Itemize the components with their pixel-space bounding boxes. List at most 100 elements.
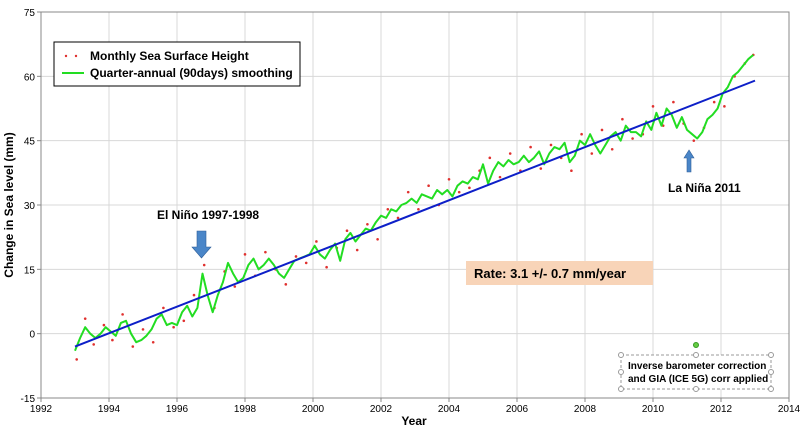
monthly-data-point — [427, 184, 430, 187]
monthly-data-point — [294, 255, 298, 258]
monthly-data-point — [539, 167, 543, 170]
legend: Monthly Sea Surface Height Quarter-annua… — [53, 41, 301, 87]
monthly-data-point — [192, 293, 196, 297]
y-axis: -15 0 15 30 45 60 75 — [21, 8, 41, 405]
note-handle — [693, 352, 699, 358]
x-tick-label: 2002 — [370, 404, 393, 415]
monthly-data-point — [631, 137, 634, 140]
monthly-data-point — [83, 317, 87, 320]
monthly-data-point — [75, 358, 78, 361]
monthly-data-point — [131, 345, 135, 348]
la-nina-label: La Niña 2011 — [668, 181, 741, 195]
x-tick-label: 2006 — [506, 404, 529, 415]
monthly-data-point — [121, 313, 124, 316]
el-nino-arrow-icon — [191, 230, 212, 259]
rate-box — [466, 261, 653, 285]
x-tick-label: 2004 — [438, 404, 461, 415]
note-rotate-handle — [693, 342, 699, 348]
y-tick-label: 75 — [24, 8, 36, 19]
y-tick-label: 45 — [24, 137, 36, 148]
legend-marker-monthly — [64, 54, 78, 58]
x-tick-label: 2012 — [710, 404, 733, 415]
monthly-data-point — [396, 216, 400, 220]
monthly-data-point — [488, 156, 492, 160]
monthly-data-point — [284, 283, 288, 286]
legend-label-monthly: Monthly Sea Surface Height — [90, 49, 249, 63]
monthly-data-point — [264, 250, 267, 254]
monthly-data-point — [304, 261, 308, 265]
note-line-2: and GIA (ICE 5G) corr applied — [628, 374, 768, 385]
monthly-data-point — [102, 323, 106, 327]
x-tick-label: 1994 — [98, 404, 121, 415]
note-handle — [768, 369, 774, 375]
la-nina-arrow-icon — [683, 149, 695, 173]
x-tick-label: 2010 — [642, 404, 665, 415]
legend-label-smoothing: Quarter-annual (90days) smoothing — [90, 66, 293, 80]
monthly-data-point — [202, 263, 206, 267]
monthly-data-point — [580, 132, 583, 136]
monthly-data-point — [529, 145, 532, 149]
monthly-data-point — [610, 147, 614, 151]
monthly-data-point — [172, 325, 175, 329]
correction-note: Inverse barometer correction and GIA (IC… — [618, 342, 774, 392]
monthly-data-point — [692, 139, 696, 142]
monthly-data-point — [345, 229, 349, 233]
monthly-data-point — [457, 190, 461, 194]
smoothing-series-line — [74, 54, 754, 352]
trend-line — [74, 79, 756, 348]
x-tick-label: 2000 — [302, 404, 325, 415]
x-tick-label: 1998 — [234, 404, 257, 415]
y-tick-label: 0 — [29, 330, 35, 341]
monthly-data-point — [651, 105, 655, 108]
x-tick-label: 1992 — [30, 404, 53, 415]
monthly-data-point — [549, 143, 553, 147]
note-box — [620, 354, 772, 390]
monthly-data-point — [315, 240, 318, 243]
monthly-data-point — [723, 105, 726, 108]
note-handle — [693, 386, 699, 392]
monthly-data-point — [111, 338, 114, 342]
monthly-data-point — [590, 152, 594, 155]
x-axis: 1992 1994 1996 1998 2000 2002 2004 2006 2008 2010… — [30, 398, 800, 415]
monthly-data-point — [570, 169, 573, 172]
monthly-data-point — [468, 186, 471, 190]
monthly-data-point — [233, 285, 237, 288]
monthly-data-point — [92, 343, 95, 346]
monthly-data-point — [366, 223, 369, 226]
monthly-data-point — [151, 340, 155, 344]
monthly-data-point — [417, 207, 420, 211]
monthly-data-point — [447, 177, 451, 181]
x-tick-label: 1996 — [166, 404, 189, 415]
el-nino-label: El Niño 1997-1998 — [157, 208, 259, 222]
note-handle — [618, 369, 624, 375]
y-tick-label: 15 — [24, 265, 36, 276]
monthly-data-point — [141, 328, 145, 331]
note-handle — [618, 352, 624, 358]
note-handle — [618, 386, 624, 392]
x-tick-label: 2014 — [778, 404, 800, 415]
series-layer — [74, 53, 756, 361]
monthly-data-point — [182, 319, 186, 323]
monthly-data-point — [712, 100, 716, 104]
x-tick-label: 2008 — [574, 404, 597, 415]
monthly-data-point — [355, 248, 359, 252]
monthly-data-point — [376, 238, 379, 241]
monthly-data-point — [498, 175, 502, 179]
monthly-data-point — [672, 100, 675, 104]
monthly-data-point — [243, 253, 247, 256]
monthly-data-point — [508, 152, 512, 155]
note-handle — [768, 352, 774, 358]
monthly-data-point — [600, 128, 604, 132]
monthly-data-point — [386, 207, 390, 211]
note-line-1: Inverse barometer correction — [628, 361, 766, 372]
monthly-data-point — [621, 117, 624, 121]
rate-text: Rate: 3.1 +/- 0.7 mm/year — [474, 266, 626, 281]
monthly-data-point — [325, 265, 328, 269]
monthly-data-point — [162, 306, 165, 310]
note-handle — [768, 386, 774, 392]
x-axis-title: Year — [401, 414, 427, 428]
y-axis-title: Change in Sea level (mm) — [2, 132, 16, 277]
y-tick-label: 30 — [24, 201, 36, 212]
monthly-data-point — [406, 190, 410, 194]
